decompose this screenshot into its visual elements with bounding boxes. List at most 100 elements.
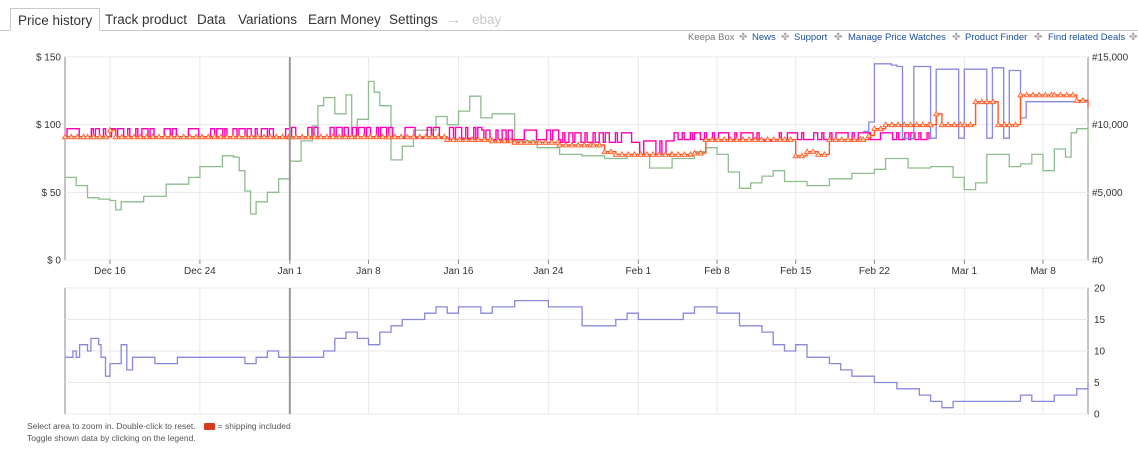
- y2-tick-label: 15: [1094, 315, 1106, 326]
- third-party-marker: [972, 98, 979, 105]
- third-party-marker: [223, 133, 231, 140]
- third-party-marker: [354, 133, 362, 140]
- third-party-marker: [1051, 91, 1058, 98]
- y2-tick-label: 20: [1094, 284, 1106, 295]
- tab-ebay[interactable]: ebay: [472, 12, 502, 27]
- third-party-marker: [787, 136, 794, 142]
- tab-track-product[interactable]: Track product: [105, 12, 188, 27]
- third-party-marker: [961, 121, 968, 128]
- third-party-marker: [770, 136, 778, 142]
- third-party-marker: [211, 133, 218, 140]
- third-party-marker: [618, 150, 626, 157]
- third-party-marker: [803, 148, 811, 155]
- third-party-markers: [61, 91, 1087, 159]
- tab-variations[interactable]: Variations: [238, 12, 298, 27]
- third-party-marker: [1035, 91, 1043, 98]
- third-party-marker: [697, 149, 704, 156]
- third-party-marker: [681, 150, 688, 157]
- y2-tick-label: 0: [1094, 410, 1100, 421]
- third-party-marker: [826, 136, 833, 142]
- third-party-marker: [668, 150, 676, 157]
- y2-tick-label: #5,000: [1092, 188, 1123, 199]
- third-party-marker: [967, 121, 974, 128]
- third-party-marker: [758, 136, 765, 142]
- separator-icon: ✤: [781, 32, 790, 43]
- offer-count-chart[interactable]: 0 5 10 15 20: [0, 281, 1138, 421]
- x-tick-label: Feb 22: [859, 266, 891, 277]
- third-party-marker: [745, 136, 753, 142]
- y2-tick-label: #15,000: [1092, 53, 1129, 64]
- third-party-marker: [180, 133, 187, 140]
- price-history-chart[interactable]: Dec 16 Dec 24 Jan 1 Jan 8 Jan 16 Jan 24 Feb 1 F…: [0, 46, 1138, 278]
- third-party-marker: [950, 121, 958, 128]
- third-party-marker: [254, 133, 262, 140]
- third-party-marker: [292, 133, 300, 140]
- third-party-marker: [877, 125, 884, 132]
- third-party-marker: [919, 121, 926, 128]
- third-party-marker: [84, 133, 91, 140]
- third-party-marker: [317, 133, 325, 140]
- third-party-marker: [428, 133, 436, 140]
- separator-icon: ✤: [834, 32, 843, 43]
- tab-earn-money[interactable]: Earn Money: [308, 12, 381, 27]
- third-party-marker: [61, 133, 69, 140]
- third-party-marker: [468, 136, 476, 142]
- third-party-marker: [637, 150, 644, 157]
- product-finder-link[interactable]: Product Finder: [965, 32, 1028, 43]
- third-party-marker: [1000, 121, 1008, 128]
- third-party-marker: [1069, 91, 1077, 98]
- y2-tick-label: 5: [1094, 378, 1100, 389]
- third-party-marker: [373, 133, 380, 140]
- third-party-marker: [1023, 91, 1030, 98]
- third-party-marker: [1079, 96, 1087, 103]
- x-tick-label: Mar 8: [1030, 266, 1056, 277]
- third-party-marker: [1057, 91, 1064, 98]
- third-party-marker: [882, 121, 889, 128]
- x-tick-label: Mar 1: [952, 266, 978, 277]
- third-party-marker: [167, 133, 175, 140]
- third-party-marker: [776, 136, 784, 142]
- third-party-marker: [838, 136, 846, 142]
- third-party-marker: [581, 141, 588, 148]
- x-tick-label: Feb 15: [780, 266, 812, 277]
- third-party-marker: [938, 121, 946, 128]
- third-party-marker: [441, 133, 448, 140]
- third-party-marker: [944, 121, 952, 128]
- third-party-marker: [523, 138, 531, 145]
- y2-tick-label: #0: [1092, 256, 1104, 267]
- third-party-marker: [501, 137, 508, 144]
- x-tick-label: Feb 1: [626, 266, 652, 277]
- third-party-marker: [404, 133, 411, 140]
- tab-data[interactable]: Data: [197, 12, 226, 27]
- manage-price-watches-link[interactable]: Manage Price Watches: [848, 32, 946, 43]
- third-party-marker: [205, 133, 212, 140]
- find-related-deals-link[interactable]: Find related Deals: [1048, 32, 1126, 43]
- separator-icon: ✤: [1034, 32, 1043, 43]
- support-link[interactable]: Support: [794, 32, 828, 43]
- tab-settings[interactable]: Settings: [389, 12, 438, 27]
- third-party-marker: [488, 137, 496, 144]
- arrow-right-icon: →: [446, 11, 461, 28]
- third-party-marker: [416, 133, 423, 140]
- third-party-marker: [348, 133, 355, 140]
- third-party-marker: [323, 133, 331, 140]
- third-party-marker: [137, 133, 144, 140]
- third-party-marker: [655, 150, 663, 157]
- third-party-marker: [248, 133, 255, 140]
- third-party-marker: [443, 136, 451, 142]
- third-party-marker: [507, 137, 514, 144]
- third-party-marker: [360, 133, 368, 140]
- third-party-marker: [298, 133, 306, 140]
- third-party-marker: [612, 150, 620, 157]
- third-party-marker: [733, 136, 740, 142]
- tab-price-history[interactable]: Price history: [10, 8, 101, 31]
- third-party-marker: [894, 121, 902, 128]
- third-party-marker: [983, 98, 991, 105]
- keepa-box-link[interactable]: Keepa Box: [688, 32, 735, 43]
- third-party-marker: [994, 121, 1002, 128]
- news-link[interactable]: News: [752, 32, 776, 43]
- third-party-marker: [674, 150, 682, 157]
- third-party-marker: [192, 133, 200, 140]
- third-party-marker: [631, 150, 638, 157]
- x-tick-label: Dec 24: [184, 266, 216, 277]
